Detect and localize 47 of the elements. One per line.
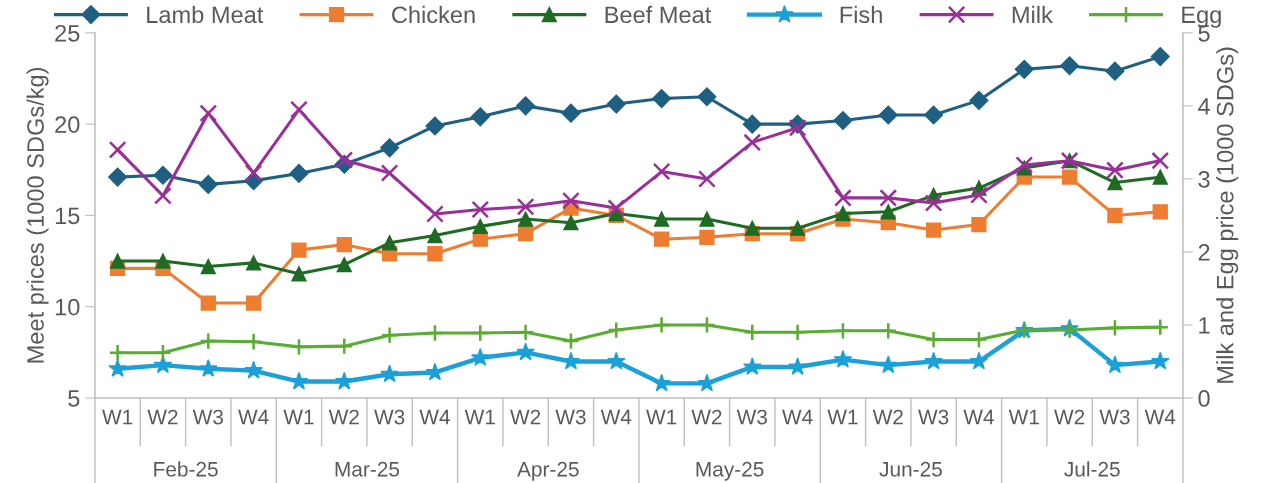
text: Jun-25: [879, 461, 942, 477]
y2-tick-label: 2: [1198, 244, 1210, 261]
y-tick-label: 15: [55, 207, 80, 225]
x-tick-label: W1: [827, 409, 858, 425]
text: Mar-25: [335, 461, 400, 477]
x-tick-label: W1: [646, 409, 677, 425]
x-tick-label: W3: [918, 409, 949, 425]
x-tick-label: W2: [510, 409, 541, 425]
legend-label: Chicken: [392, 5, 475, 24]
y2-tick-label: 3: [1198, 170, 1210, 188]
x-tick-label: W4: [782, 409, 813, 425]
x-tick-label: W1: [283, 409, 314, 425]
y2-tick-label: 0: [1198, 390, 1210, 407]
y2-axis-title: Milk and Egg price (1000 SDGs): [1216, 47, 1239, 383]
text: May-25: [696, 461, 764, 481]
x-tick-label: W3: [192, 409, 223, 425]
x-tick-label: W4: [600, 409, 632, 425]
legend-label: Fish: [840, 5, 882, 24]
text: Jul-25: [1064, 461, 1120, 477]
x-tick-label: W2: [691, 409, 722, 425]
y2-tick-label: 4: [1198, 98, 1210, 115]
x-tick-label: W1: [464, 409, 495, 425]
y-tick-label: 10: [55, 298, 80, 316]
x-tick-label: W4: [419, 409, 450, 425]
x-tick-label: W4: [963, 409, 994, 425]
y-tick-label: 20: [55, 116, 80, 133]
x-tick-label: W2: [1054, 409, 1085, 425]
x-tick-label: W3: [736, 409, 767, 425]
x-tick-label: W1: [1008, 409, 1039, 425]
x-tick-label: W2: [872, 409, 903, 425]
y-tick-label: 25: [55, 24, 80, 42]
x-tick-label: W4: [1144, 409, 1176, 425]
legend-label: Beef Meat: [605, 5, 712, 24]
x-tick-label: W3: [555, 409, 586, 425]
legend-label: Lamb Meat: [147, 5, 264, 24]
x-tick-label: W2: [147, 409, 178, 425]
legend-label: Milk: [1012, 5, 1053, 23]
y-axis-title: Meet prices (1000 SDGs/kg): [26, 67, 49, 363]
text: Apr-25: [517, 461, 579, 481]
text: Feb-25: [154, 461, 218, 477]
x-tick-label: W1: [102, 409, 133, 425]
x-tick-label: W3: [1099, 409, 1130, 425]
x-tick-label: W4: [238, 409, 269, 425]
y2-tick-label: 1: [1199, 317, 1210, 334]
x-tick-label: W2: [328, 409, 359, 425]
y-tick-label: 5: [68, 390, 80, 407]
x-tick-label: W3: [374, 409, 405, 425]
